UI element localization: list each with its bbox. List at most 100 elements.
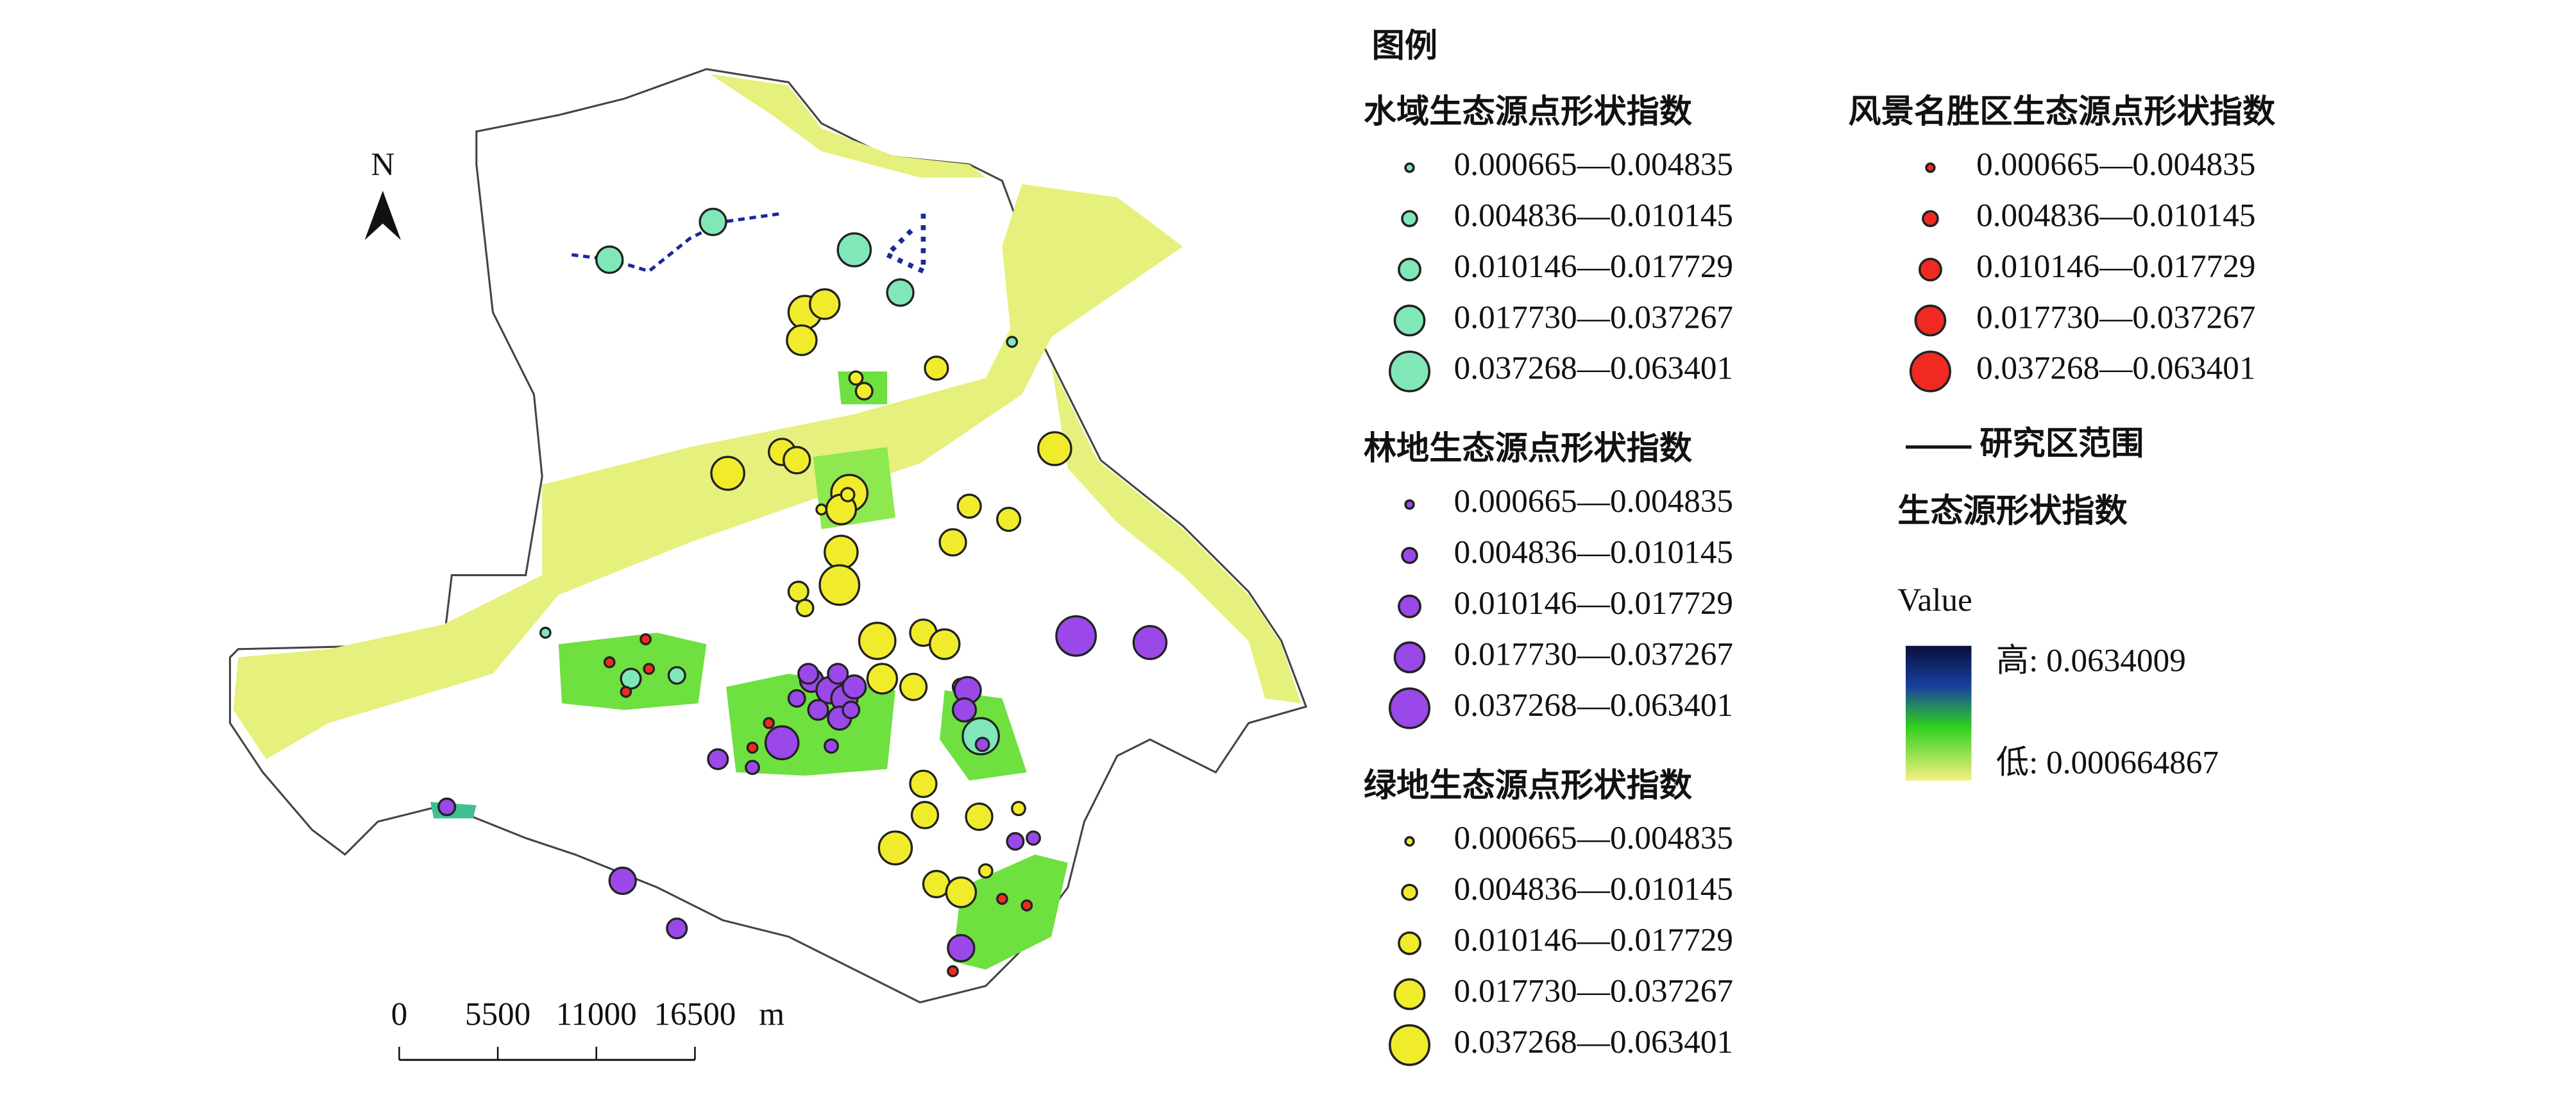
map-point: [824, 738, 839, 754]
legend-class-label: 0.004836—0.010145: [1454, 198, 1733, 234]
legend-symbol: [1398, 931, 1421, 955]
map-point: [620, 667, 642, 690]
map-point: [840, 487, 856, 502]
map-point: [795, 599, 815, 618]
map-point: [797, 663, 820, 685]
map-point: [824, 534, 859, 570]
raster-title: 生态源形状指数: [1897, 493, 2128, 530]
legend-class-label: 0.010146—0.017729: [1454, 248, 1733, 285]
legend-symbol: [1393, 304, 1426, 337]
scale-label: 16500: [654, 996, 736, 1032]
map-point: [437, 797, 457, 817]
legend-class-label: 0.004836—0.010145: [1976, 198, 2255, 234]
legend-symbol: [1393, 641, 1426, 674]
map-point: [951, 697, 978, 723]
legend-symbol: [1398, 257, 1421, 282]
north-arrow-shape: [364, 191, 401, 241]
map-point: [783, 446, 811, 475]
map-point: [763, 717, 775, 729]
map-point: [886, 278, 915, 307]
legend-symbol: [1914, 304, 1947, 337]
legend-title: 图例: [1372, 28, 1437, 65]
legend-class-label: 0.010146—0.017729: [1454, 585, 1733, 622]
map-point: [965, 802, 994, 831]
map-point: [848, 370, 864, 386]
map-point: [1011, 801, 1026, 817]
legend-class-label: 0.017730—0.037267: [1454, 636, 1733, 672]
legend-symbol: [1393, 978, 1426, 1010]
map-point: [764, 725, 800, 761]
legend: 图例 研究区范围 生态源形状指数 Value 高: 0.0634009 低: 0…: [1364, 28, 2276, 1066]
map-point: [746, 742, 759, 754]
legend-class-label: 0.017730—0.037267: [1454, 299, 1733, 336]
scale-label: 0: [391, 996, 408, 1032]
legend-class-label: 0.017730—0.037267: [1976, 299, 2255, 336]
map-point: [827, 663, 849, 685]
legend-symbol: [1401, 547, 1418, 565]
map-point: [620, 686, 632, 698]
legend-group-title: 水域生态源点形状指数: [1364, 94, 1693, 130]
map-point: [858, 622, 897, 660]
map-point: [1021, 899, 1033, 912]
map-point: [786, 324, 818, 357]
map-point: [539, 626, 552, 639]
boundary: [229, 68, 1308, 1004]
legend-class-label: 0.037268—0.063401: [1976, 350, 2255, 387]
map-point: [996, 506, 1022, 532]
legend-class-label: 0.037268—0.063401: [1454, 1024, 1733, 1060]
map-point: [807, 699, 829, 721]
map-point: [815, 503, 827, 516]
raster-band: [1051, 364, 1301, 704]
scale-unit: m: [759, 996, 784, 1032]
map-point: [640, 633, 652, 645]
legend-symbol: [1389, 350, 1431, 393]
legend-symbol: [1918, 257, 1942, 282]
map-point: [945, 876, 978, 908]
map-point: [947, 965, 959, 978]
legend-symbol: [1389, 1024, 1431, 1066]
legend-class-label: 0.000665—0.004835: [1454, 820, 1733, 856]
north-arrow: N: [364, 146, 401, 241]
map-point: [745, 760, 760, 776]
map-point: [842, 701, 861, 720]
map-point: [996, 892, 1008, 905]
legend-symbol: [1922, 210, 1939, 228]
legend-symbol: [1404, 836, 1415, 847]
raster-patch: [953, 854, 1068, 970]
map-point: [603, 656, 616, 668]
water-line: [571, 212, 781, 273]
map-point: [1055, 615, 1097, 657]
map-point: [924, 355, 949, 381]
map-point: [877, 830, 913, 866]
map-point: [1006, 832, 1025, 851]
raster-high: 高: 0.0634009: [1996, 643, 2186, 679]
map-point: [842, 674, 867, 700]
map-point: [974, 736, 990, 753]
legend-class-label: 0.000665—0.004835: [1976, 146, 2255, 183]
map-point: [947, 933, 976, 963]
raster-band: [709, 74, 986, 178]
legend-class-label: 0.037268—0.063401: [1454, 350, 1733, 387]
legend-symbol: [1404, 162, 1415, 173]
legend-class-label: 0.004836—0.010145: [1454, 534, 1733, 571]
scale-bar: 0 5500 11000 16500 m: [391, 996, 784, 1061]
map-point: [938, 528, 967, 557]
map-point: [836, 232, 872, 268]
legend-symbol: [1909, 350, 1951, 393]
raster-field: Value: [1897, 582, 1972, 618]
map-point: [866, 663, 899, 695]
map-point: [667, 666, 686, 685]
map-point: [699, 207, 727, 237]
map-point: [1026, 830, 1041, 846]
map-point: [1132, 625, 1168, 660]
map-point: [809, 288, 841, 320]
boundary-label: 研究区范围: [1979, 426, 2144, 463]
map-point: [787, 689, 806, 708]
north-label: N: [371, 146, 394, 183]
study-area: [229, 68, 1308, 1004]
raster-low: 低: 0.000664867: [1996, 744, 2219, 781]
legend-symbol: [1925, 162, 1936, 173]
map-point: [854, 382, 874, 401]
legend-symbol: [1398, 594, 1421, 618]
